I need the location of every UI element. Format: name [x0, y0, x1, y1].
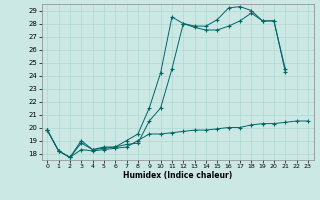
X-axis label: Humidex (Indice chaleur): Humidex (Indice chaleur) — [123, 171, 232, 180]
